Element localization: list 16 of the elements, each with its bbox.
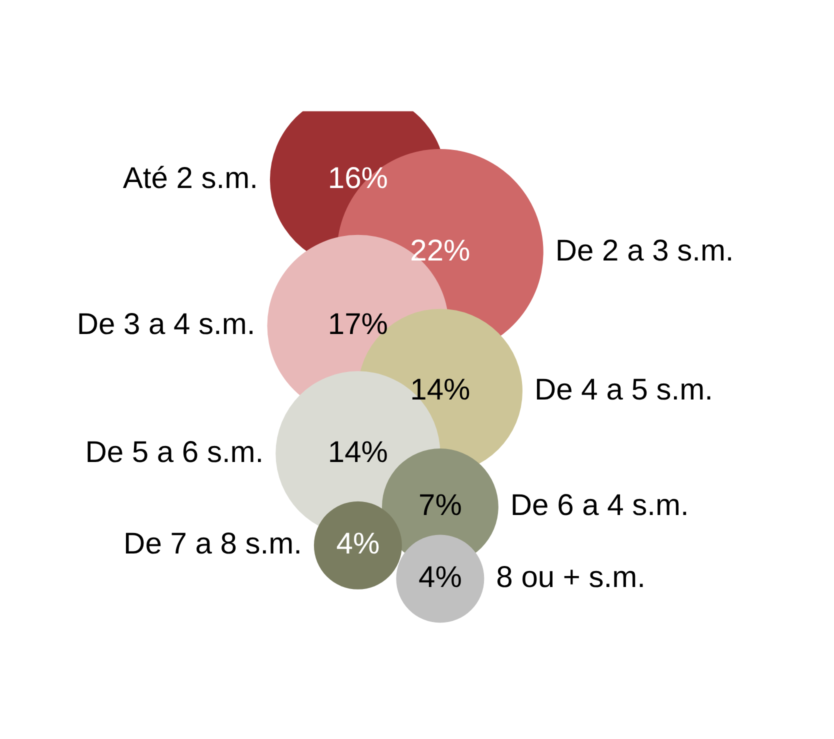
data-label: 7% bbox=[418, 488, 462, 522]
data-label: 17% bbox=[328, 308, 388, 341]
data-label: 4% bbox=[418, 561, 462, 594]
category-label: De 4 a 5 s.m. bbox=[534, 373, 713, 406]
category-label: Até 2 s.m. bbox=[122, 162, 258, 196]
category-label: 8 ou + s.m. bbox=[496, 561, 646, 594]
data-label: 22% bbox=[410, 234, 470, 268]
data-label: 14% bbox=[410, 373, 470, 406]
category-label: De 3 a 4 s.m. bbox=[76, 308, 256, 341]
category-label: De 5 a 6 s.m. bbox=[85, 436, 264, 469]
data-label: 16% bbox=[328, 162, 388, 196]
category-label: De 6 a 4 s.m. bbox=[510, 488, 689, 522]
category-label: De 2 a 3 s.m. bbox=[555, 234, 734, 268]
data-label: 14% bbox=[328, 436, 388, 469]
data-label: 4% bbox=[336, 528, 380, 561]
category-label: De 7 a 8 s.m. bbox=[124, 528, 302, 561]
